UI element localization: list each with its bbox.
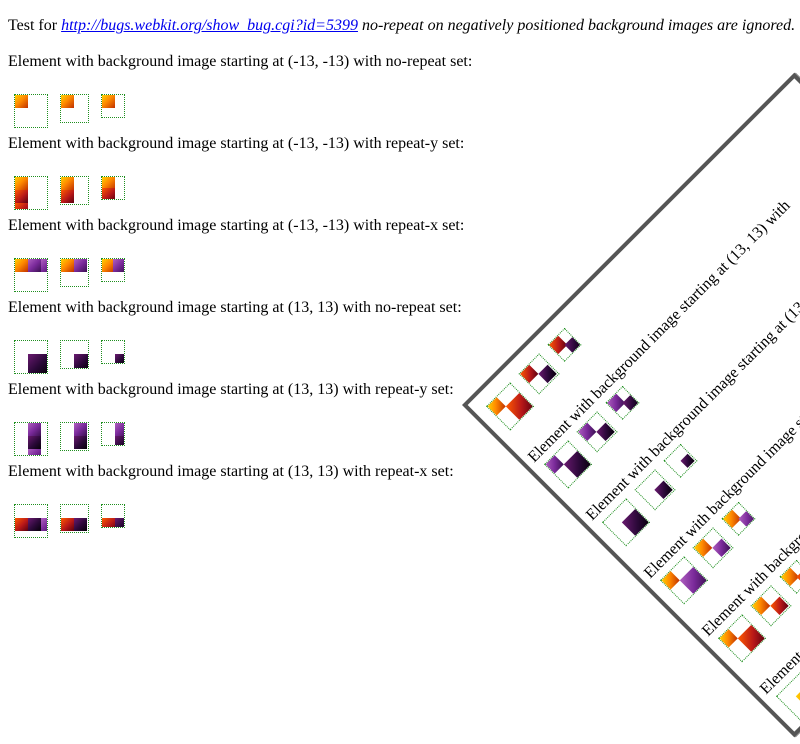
- test-box-small: [101, 258, 125, 282]
- bug-link[interactable]: http://bugs.webkit.org/show_bug.cgi?id=5…: [61, 17, 358, 34]
- intro-text: Test for http://bugs.webkit.org/show_bug…: [8, 16, 795, 35]
- test-box-large: [486, 382, 535, 431]
- case-title-neg-repeat-y: Element with background image starting a…: [8, 135, 465, 152]
- test-box-large: [14, 422, 48, 456]
- test-box-large: [14, 340, 48, 374]
- intro-prefix: Test for: [8, 17, 62, 34]
- test-box-large: [14, 258, 48, 292]
- test-box-medium: [518, 353, 560, 395]
- test-box-small: [101, 504, 125, 528]
- case-title-pos-repeat-y: Element with background image starting a…: [8, 381, 454, 398]
- test-box-small: [101, 422, 125, 446]
- test-box-large: [14, 176, 48, 210]
- case-title-pos-no-repeat: Element with background image starting a…: [8, 299, 462, 316]
- test-box-small: [101, 94, 125, 118]
- case-title-neg-repeat-x: Element with background image starting a…: [8, 217, 465, 234]
- test-box-medium: [60, 258, 89, 287]
- case-title-neg-no-repeat: Element with background image starting a…: [8, 53, 473, 70]
- rotated-frame-border: Element with background image starting a…: [462, 72, 800, 738]
- test-box-medium: [60, 340, 89, 369]
- test-box-medium: [60, 94, 89, 123]
- rotated-test-frame: Element with background image starting a…: [462, 66, 800, 744]
- test-box-medium: [60, 176, 89, 205]
- test-box-small: [547, 327, 582, 362]
- test-box-medium: [60, 422, 89, 451]
- test-box-medium: [60, 504, 89, 533]
- test-box-large: [14, 94, 48, 128]
- intro-suffix: no-repeat on negatively positioned backg…: [357, 17, 796, 34]
- test-box-large: [14, 504, 48, 538]
- test-box-small: [101, 176, 125, 200]
- test-box-small: [101, 340, 125, 364]
- case-title-pos-repeat-x: Element with background image starting a…: [8, 463, 454, 480]
